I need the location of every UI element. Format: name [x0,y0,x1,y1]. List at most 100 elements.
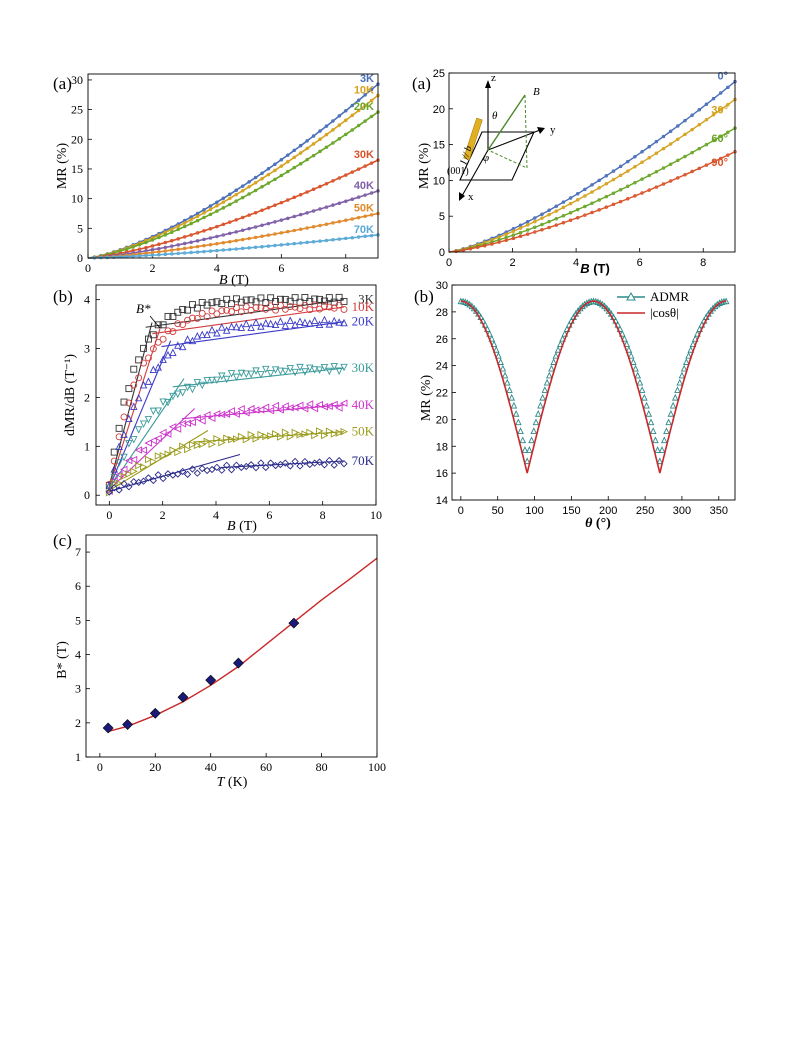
data-point [120,398,128,406]
data-point [257,304,265,312]
data-point [221,240,226,245]
y-tick-label: 4 [84,293,90,307]
data-point [208,226,213,231]
data-point [335,456,343,465]
y-axis-line [487,129,541,151]
data-point [369,233,374,238]
data-point [173,425,182,433]
data-point [511,229,516,233]
data-point [195,231,200,235]
y-axis-label: dMR/dB (T⁻¹) [63,354,78,436]
data-point [350,217,354,221]
data-point [110,448,118,456]
admr-data-point [671,393,679,401]
data-point [640,191,644,195]
data-point [640,160,644,165]
data-point [198,309,206,317]
data-point [130,467,138,476]
x-tick-label: 6 [266,508,272,522]
data-point [125,440,133,448]
data-point [247,404,255,413]
data-point [234,238,238,243]
data-point [296,305,304,312]
data-point [205,674,217,686]
data-point [324,238,329,243]
data-point [279,173,284,178]
data-point [234,247,238,251]
data-point [273,220,277,224]
data-point [344,218,348,223]
admr-data-point [634,371,642,379]
data-point [547,208,551,213]
data-point [295,401,304,410]
data-point [654,185,659,189]
data-point [198,464,206,473]
data-point [279,157,284,162]
data-point [286,242,290,247]
x-tick-label: 150 [562,505,580,517]
data-point [234,188,238,192]
admr-data-point [530,427,538,434]
admr-data-point [660,436,668,444]
y-axis-label: MR (%) [419,375,434,422]
data-point [525,223,530,227]
data-point [311,134,316,138]
data-point [262,432,270,441]
admr-data-point [519,436,527,444]
admr-data-point [486,329,493,337]
inset-z-label: z [491,72,496,84]
data-point [286,160,290,164]
data-point [266,181,271,185]
data-point [618,164,623,169]
data-point [188,314,196,322]
data-point [369,161,374,165]
data-point [184,306,192,314]
data-point [208,440,217,448]
axes-frame [85,534,378,758]
panel-admr: (b) MR (%) θ (°) 0 50 100 150 200 250 300 350 14… [414,280,736,531]
data-point [215,209,219,213]
data-point [195,250,200,254]
data-point [174,390,182,399]
x-tick-label: 2 [149,261,155,275]
low-field-fit-line [109,430,209,491]
data-point [242,296,250,304]
data-point [130,381,138,389]
x-tick-label: 4 [214,261,220,275]
fit-line [108,557,378,733]
data-point [583,213,587,217]
data-point [337,201,342,205]
data-point [286,229,290,234]
data-point [324,145,329,149]
data-point [266,167,271,171]
admr-data-point [510,401,518,409]
data-point [262,299,270,306]
data-point [344,118,348,123]
data-point [311,142,316,146]
x-tick-label: 300 [673,505,691,517]
data-point [316,427,324,435]
data-point [690,113,694,117]
data-point [597,186,601,190]
data-point [325,294,333,302]
data-point [232,373,241,382]
data-point [232,304,240,312]
admr-data-point [656,457,664,465]
data-point [157,253,161,257]
y-tick-label: 2 [84,390,90,404]
data-point [311,209,316,213]
data-point [247,180,251,184]
data-point [159,355,167,363]
data-point [262,318,270,327]
data-point [337,114,342,118]
data-point [511,233,516,237]
data-point [683,172,687,177]
data-point [232,322,241,331]
data-point [203,377,211,385]
data-point [260,234,264,239]
data-point [330,461,338,469]
data-point [163,249,168,253]
data-point [339,399,348,407]
data-point [139,420,148,428]
panel-dmr-db: (b) dMR/dB (T⁻¹) B (T) 0 2 4 6 8 10 0 1 2 3 4 3K10… [53,284,382,534]
